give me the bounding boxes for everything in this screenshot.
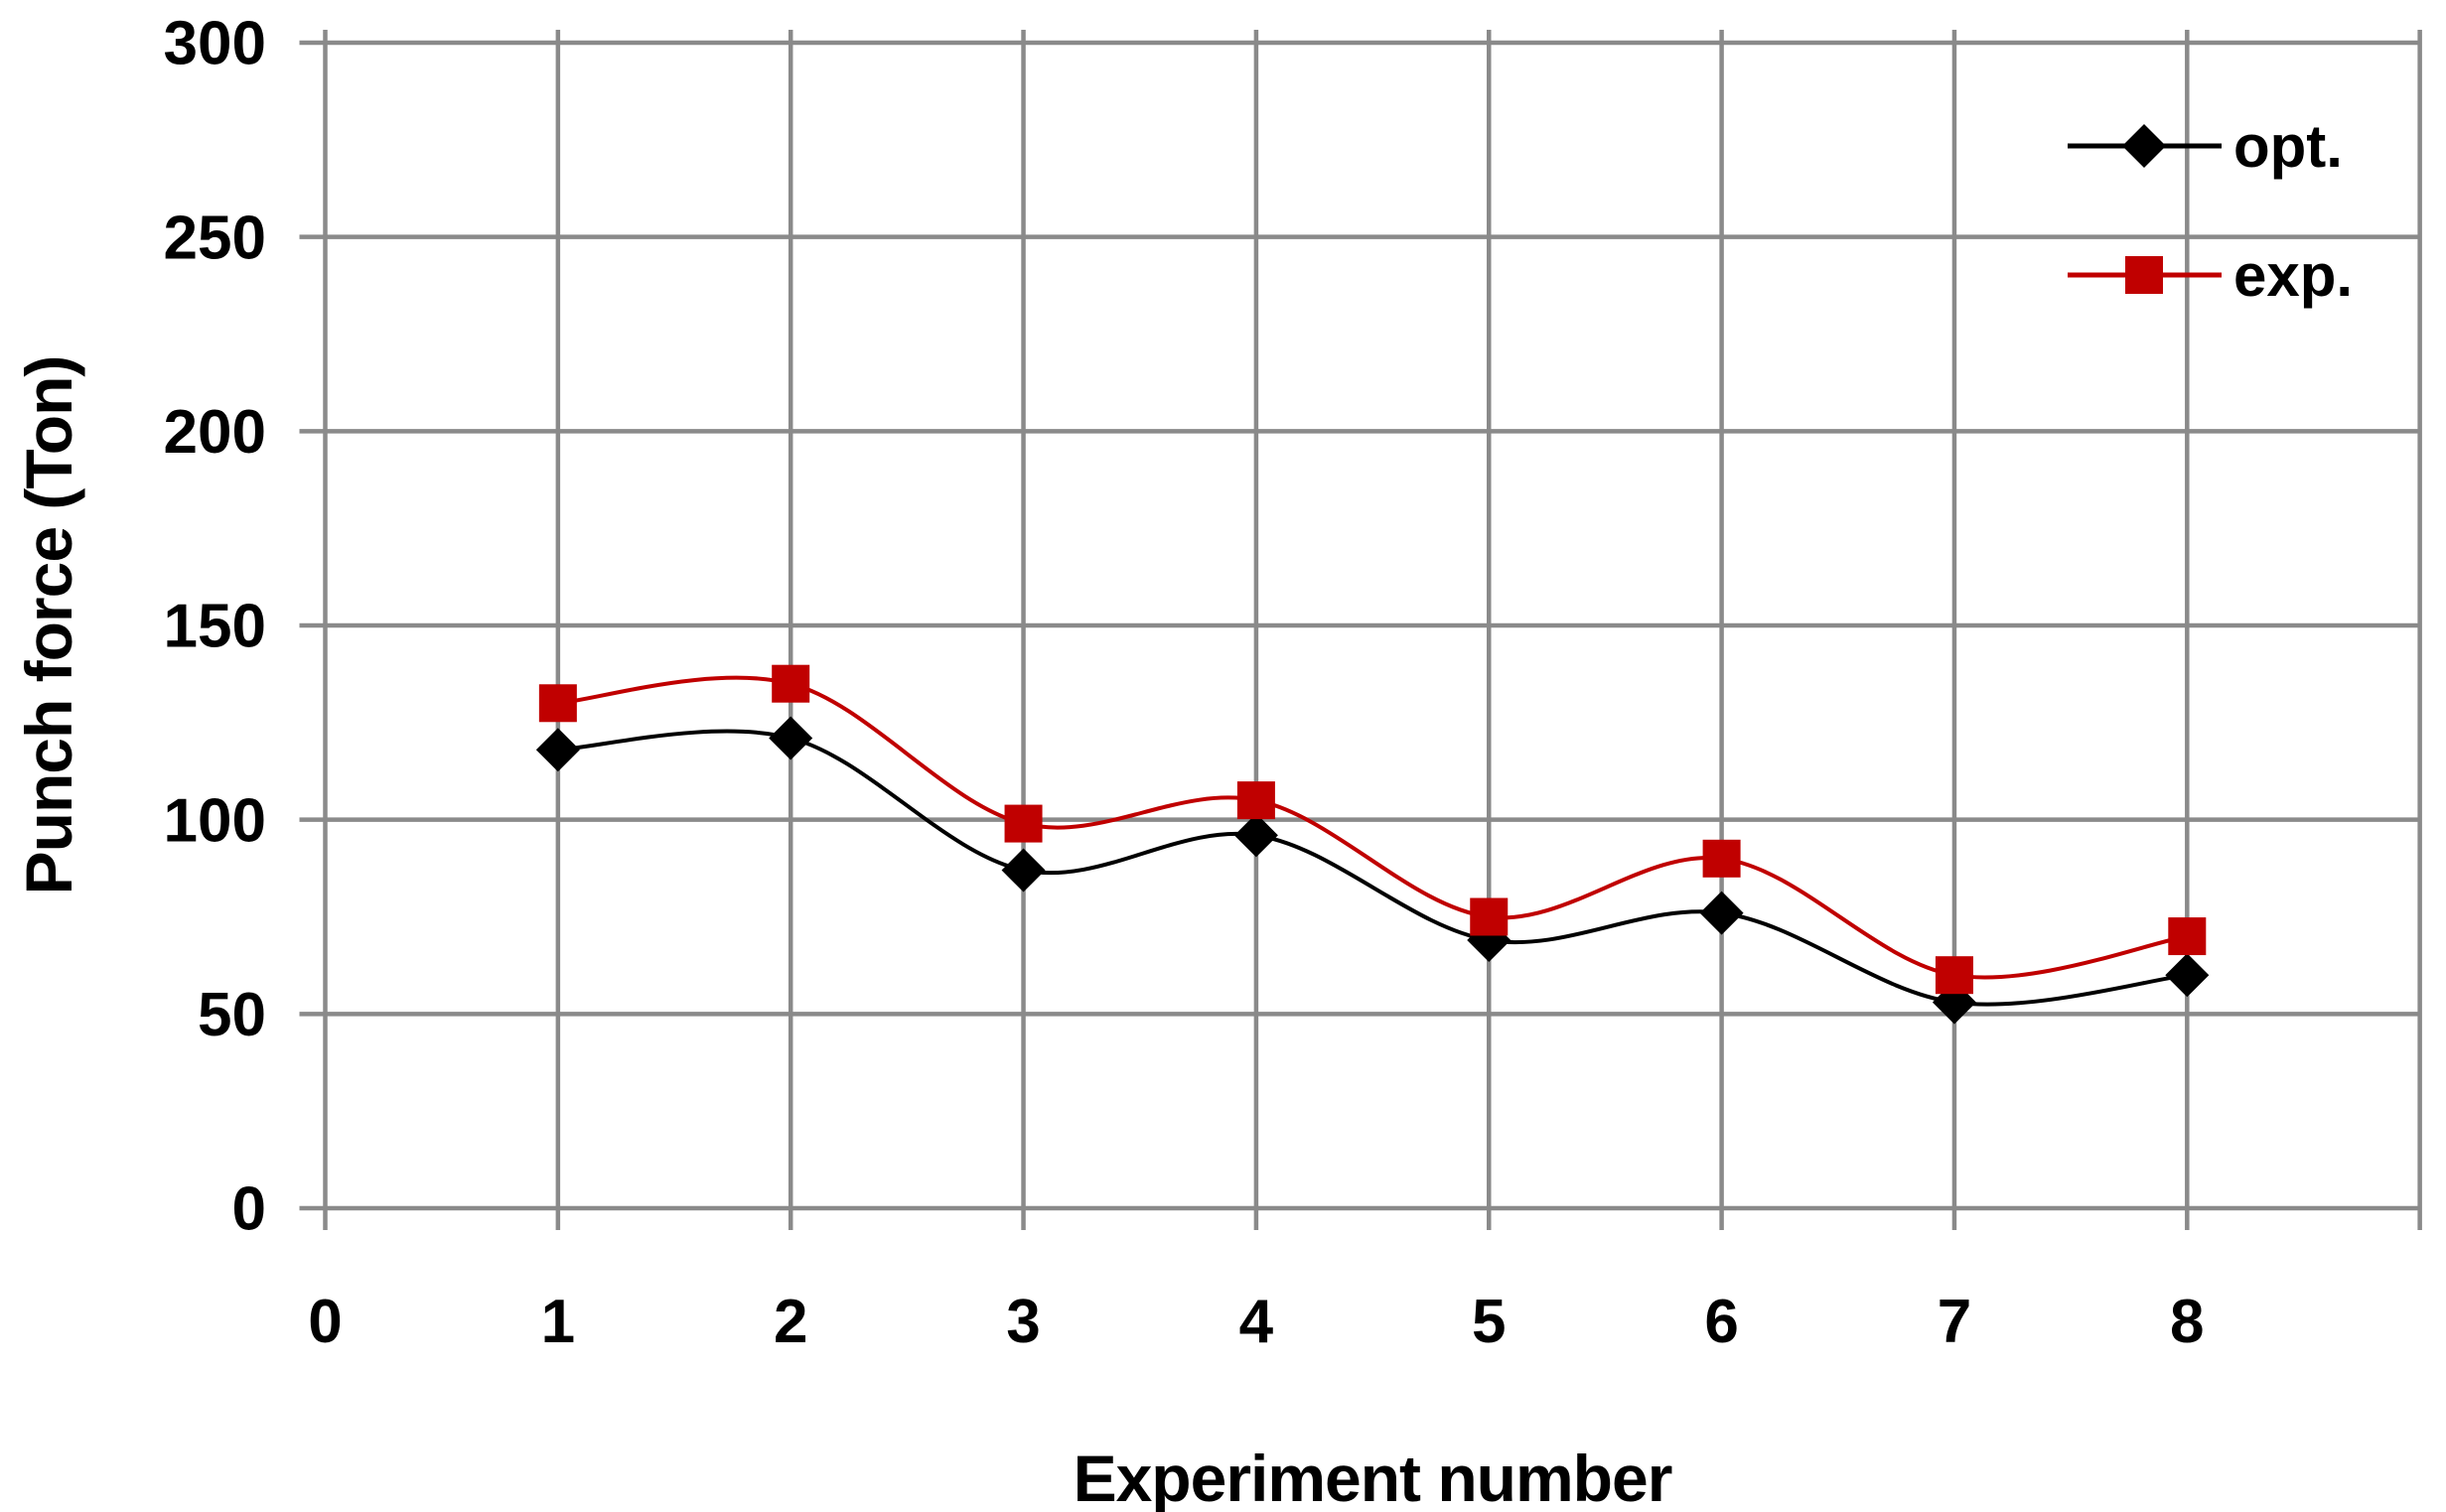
legend-marker-opt	[2122, 124, 2166, 168]
x-axis-title: Experiment number	[1074, 1442, 1672, 1512]
y-tick-label-300: 300	[164, 10, 266, 78]
x-tick-label-7: 7	[1938, 1288, 1971, 1356]
legend-item-exp: exp.	[2068, 242, 2353, 309]
marker-opt-x3	[1001, 848, 1046, 893]
marker-opt-x6	[1699, 891, 1744, 935]
marker-exp-x1	[538, 684, 577, 723]
legend-item-opt: opt.	[2068, 113, 2343, 180]
y-tick-label-150: 150	[164, 593, 266, 661]
marker-exp-x5	[1470, 897, 1509, 936]
legend-label-opt: opt.	[2233, 113, 2343, 180]
marker-exp-x6	[1702, 839, 1741, 878]
marker-opt-x2	[769, 716, 813, 760]
legend-label-exp: exp.	[2233, 242, 2353, 309]
y-tick-label-100: 100	[164, 786, 266, 855]
x-tick-label-5: 5	[1472, 1288, 1506, 1356]
legend-marker-exp	[2125, 256, 2163, 294]
marker-exp-x2	[772, 664, 810, 703]
marker-opt-x8	[2165, 953, 2210, 998]
gridlines	[299, 30, 2422, 1230]
marker-opt-x4	[1233, 813, 1278, 858]
marker-opt-x1	[535, 728, 580, 772]
y-tick-label-50: 50	[198, 981, 266, 1049]
x-tick-label-1: 1	[541, 1288, 575, 1356]
marker-exp-x7	[1935, 956, 1973, 995]
y-tick-label-200: 200	[164, 398, 266, 467]
series-line-exp	[557, 675, 2188, 980]
x-tick-label-3: 3	[1006, 1288, 1040, 1356]
marker-exp-x3	[1004, 804, 1043, 843]
series-line-opt	[557, 729, 2188, 1007]
series-exp	[538, 664, 2207, 995]
marker-exp-x4	[1236, 781, 1275, 820]
x-tick-label-8: 8	[2170, 1288, 2204, 1356]
y-tick-label-0: 0	[232, 1175, 266, 1244]
axis-tick-labels: 0 50 100 150 200 250 300 0 1 2 3 4 5 6 7 8	[164, 10, 2205, 1356]
x-tick-label-2: 2	[774, 1288, 807, 1356]
marker-exp-x8	[2168, 917, 2207, 956]
x-tick-label-6: 6	[1704, 1288, 1738, 1356]
x-tick-label-0: 0	[308, 1288, 342, 1356]
y-tick-label-250: 250	[164, 204, 266, 272]
data-series	[535, 664, 2210, 1025]
x-tick-label-4: 4	[1239, 1288, 1274, 1356]
y-axis-title: Punch force (Ton)	[12, 356, 85, 895]
legend: opt. exp.	[2068, 113, 2353, 309]
